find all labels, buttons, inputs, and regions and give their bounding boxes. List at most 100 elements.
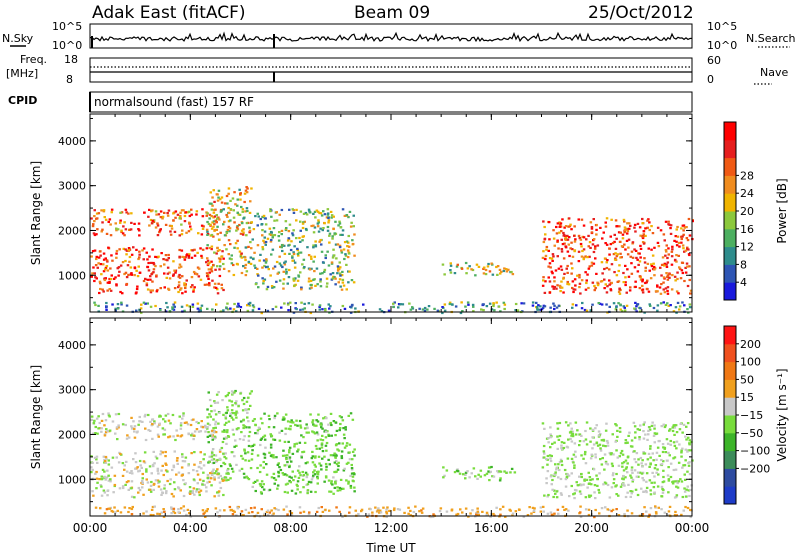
echo-cell (129, 228, 133, 231)
echo-cell (105, 301, 108, 305)
echo-cell (190, 276, 194, 279)
echo-cell (285, 458, 288, 461)
echo-cell (311, 419, 315, 422)
echo-cell (102, 455, 106, 458)
echo-cell (585, 421, 589, 424)
echo-cell (573, 288, 577, 291)
echo-cell (566, 271, 569, 274)
echo-cell (204, 426, 208, 429)
echo-cell (599, 447, 602, 450)
echo-cell (551, 478, 554, 482)
echo-cell (563, 226, 566, 229)
echo-cell (216, 401, 220, 404)
echo-cell (579, 242, 583, 246)
echo-cell (476, 510, 479, 513)
echo-cell (557, 512, 560, 515)
echo-cell (294, 277, 297, 280)
echo-cell (673, 513, 677, 517)
echo-cell (125, 481, 129, 484)
echo-cell (312, 231, 316, 234)
echo-cell (603, 453, 607, 456)
echo-cell (216, 246, 219, 250)
echo-cell (454, 305, 458, 308)
echo-cell (298, 506, 302, 509)
echo-cell (265, 510, 269, 514)
echo-cell (686, 239, 690, 242)
echo-cell (562, 231, 565, 235)
echo-cell (237, 213, 240, 216)
echo-cell (676, 277, 679, 281)
echo-cell (325, 441, 329, 445)
echo-cell (587, 513, 591, 517)
echo-cell (557, 304, 561, 307)
echo-cell (327, 221, 330, 224)
echo-cell (583, 478, 586, 481)
echo-cell (221, 399, 224, 402)
echo-cell (608, 508, 611, 512)
echo-cell (466, 301, 470, 304)
echo-cell (167, 436, 170, 439)
echo-cell (149, 291, 153, 294)
colorbar-swatch (724, 379, 736, 398)
echo-cell (216, 288, 219, 291)
echo-cell (206, 427, 209, 430)
echo-cell (545, 482, 548, 485)
echo-cell (213, 223, 216, 226)
echo-cell (266, 237, 270, 240)
echo-cell (631, 490, 634, 493)
echo-cell (330, 480, 333, 483)
echo-cell (328, 509, 331, 512)
echo-cell (630, 262, 633, 265)
echo-cell (680, 235, 683, 238)
echo-cell (205, 272, 209, 275)
echo-cell (634, 431, 637, 434)
echo-cell (353, 490, 356, 493)
echo-cell (259, 438, 263, 441)
echo-cell (492, 304, 495, 308)
echo-cell (556, 447, 559, 450)
echo-cell (90, 415, 94, 418)
echo-cell (293, 443, 296, 446)
colorbar-swatch (724, 193, 736, 212)
echo-cell (145, 284, 149, 287)
echo-cell (637, 458, 640, 461)
echo-cell (673, 444, 677, 447)
echo-cell (656, 241, 660, 244)
echo-cell (225, 306, 228, 309)
echo-cell (464, 473, 467, 476)
echo-cell (299, 308, 302, 311)
echo-cell (229, 243, 232, 246)
echo-cell (206, 283, 209, 286)
colorbar-tick-label: 16 (740, 223, 754, 236)
echo-cell (150, 261, 153, 264)
echo-cell (199, 461, 202, 465)
echo-cell (286, 420, 290, 423)
echo-cell (578, 444, 581, 447)
echo-cell (288, 464, 291, 467)
echo-cell (312, 260, 315, 263)
echo-cell (243, 476, 246, 479)
echo-cell (678, 308, 681, 311)
echo-cell (121, 292, 124, 295)
echo-cell (128, 255, 132, 259)
echo-cell (451, 303, 454, 306)
echo-cell (306, 492, 309, 495)
echo-cell (570, 262, 573, 265)
echo-cell (558, 421, 562, 425)
echo-cell (622, 271, 625, 275)
echo-cell (290, 512, 294, 515)
echo-cell (93, 209, 96, 212)
echo-cell (643, 311, 646, 314)
echo-cell (314, 240, 317, 243)
echo-cell (288, 268, 291, 272)
echo-cell (392, 508, 396, 512)
echo-cell (229, 307, 232, 310)
echo-cell (92, 432, 95, 435)
echo-cell (334, 480, 337, 483)
echo-cell (579, 238, 583, 241)
echo-cell (225, 472, 228, 475)
echo-cell (623, 513, 626, 516)
echo-cell (536, 305, 539, 309)
echo-cell (278, 279, 282, 282)
echo-cell (93, 279, 96, 283)
